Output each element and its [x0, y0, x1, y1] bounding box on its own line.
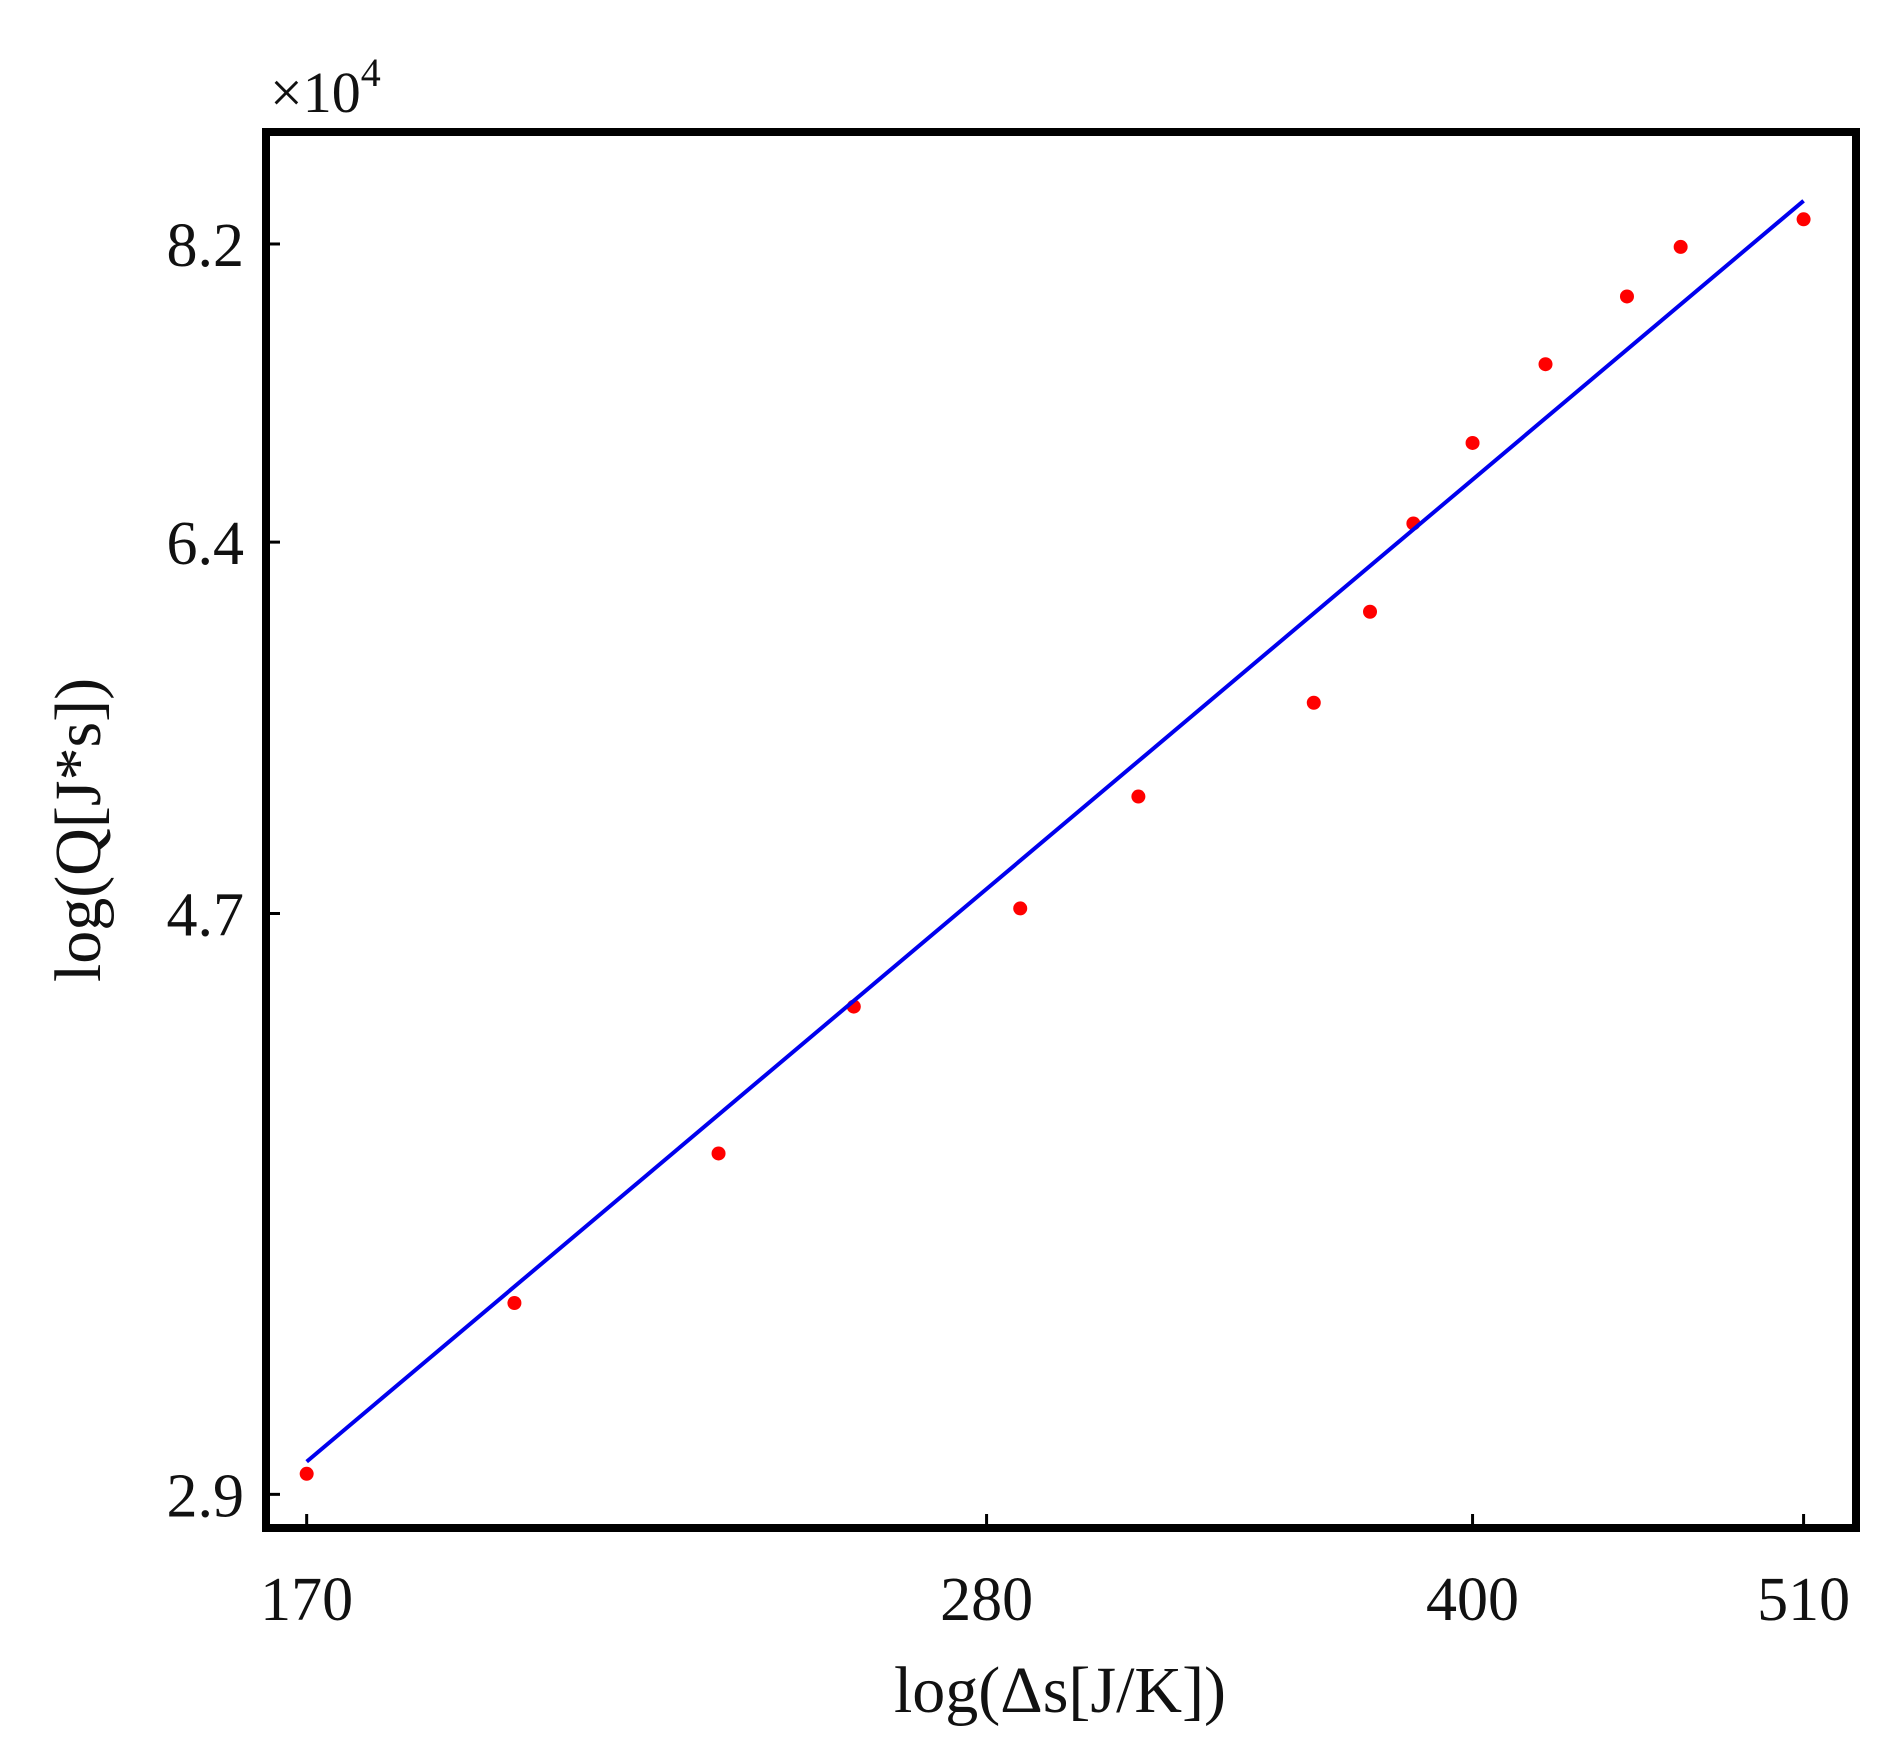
data-point — [1796, 212, 1811, 227]
x-tick-label: 280 — [940, 1566, 1033, 1634]
y-tick-label: 4.7 — [167, 882, 245, 950]
data-point — [1131, 789, 1146, 804]
data-point — [1306, 695, 1321, 710]
y-tick-label: 6.4 — [167, 510, 245, 578]
data-point — [507, 1296, 522, 1311]
data-point — [711, 1146, 726, 1161]
x-tick-label: 170 — [260, 1566, 353, 1634]
plot-frame — [262, 128, 1860, 1532]
data-point — [1013, 901, 1028, 916]
ticks-layer: 170 280 400 510 2.9 4.7 6.4 8.2 — [167, 212, 1851, 1634]
data-point — [1465, 435, 1480, 450]
y-axis-multiplier: ×104 — [270, 50, 381, 125]
y-tick-label: 2.9 — [167, 1462, 245, 1530]
data-point — [1673, 239, 1688, 254]
data-point — [1363, 604, 1378, 619]
data-point — [1619, 289, 1634, 304]
y-tick-label: 8.2 — [167, 212, 245, 280]
data-point — [1538, 357, 1553, 372]
x-tick-label: 400 — [1426, 1566, 1519, 1634]
fit-line — [305, 199, 1805, 1464]
x-tick-label: 510 — [1757, 1566, 1850, 1634]
y-axis-label: log(Q[J*s]) — [42, 678, 115, 982]
plot-layer — [299, 199, 1811, 1481]
x-axis-label: log(Δs[J/K]) — [894, 1654, 1226, 1727]
data-point — [299, 1466, 314, 1481]
